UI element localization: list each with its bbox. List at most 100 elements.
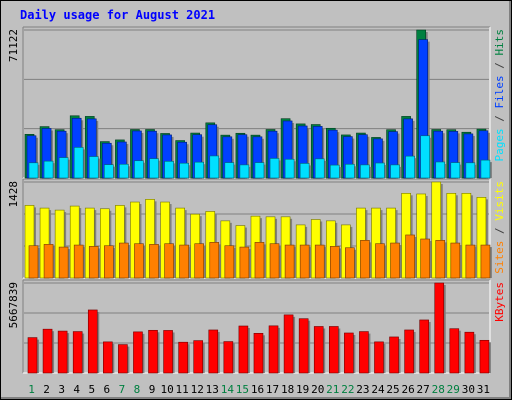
- x-tick-label: 19: [296, 383, 309, 396]
- bar-pages-day-21: [329, 164, 340, 179]
- legend-entry: Pages: [493, 128, 506, 161]
- legend-entry: Hits: [493, 29, 506, 56]
- x-tick-label: 12: [191, 383, 204, 396]
- bar-sites-day-30: [465, 244, 476, 279]
- bar-kbytes-day-11: [178, 341, 188, 374]
- bar-kbytes-day-4: [72, 331, 83, 374]
- series-kbytes: [27, 282, 491, 374]
- bar-sites-day-12: [194, 243, 205, 279]
- bar-sites-day-14: [224, 245, 235, 279]
- y-axis-max-label: 1428: [7, 181, 20, 208]
- bar-sites-day-28: [435, 240, 446, 279]
- x-tick-label: 29: [447, 383, 460, 396]
- bar-pages-day-12: [194, 161, 205, 179]
- bar-pages-day-5: [88, 156, 99, 179]
- bar-sites-day-8: [134, 243, 144, 279]
- x-tick-label: 7: [119, 383, 126, 396]
- bar-kbytes-day-1: [27, 337, 38, 374]
- bar-kbytes-day-25: [389, 336, 399, 374]
- bar-pages-day-13: [209, 155, 220, 179]
- panel-hits-files-pages: 71122 Pages / Files / Hits: [7, 26, 506, 179]
- bar-sites-day-29: [450, 242, 461, 279]
- y-axis-max-label: 71122: [7, 29, 20, 62]
- bar-kbytes-day-19: [298, 318, 309, 374]
- x-tick-label: 30: [462, 383, 475, 396]
- bar-pages-day-26: [405, 155, 415, 179]
- bar-sites-day-11: [179, 244, 189, 279]
- bar-pages-day-19: [299, 163, 310, 179]
- bar-sites-day-18: [284, 244, 295, 279]
- bar-pages-day-20: [314, 158, 325, 179]
- x-axis-labels: 1 2 3 4 5 6 7 8 9 10 11 12 13 14 15 16 17 18 19 20 21 22 23 24 2…: [28, 383, 490, 396]
- bar-kbytes-day-13: [208, 329, 219, 374]
- bar-pages-day-6: [104, 164, 114, 179]
- panel-legend: KBytes: [493, 282, 506, 322]
- bar-sites-day-13: [209, 242, 220, 279]
- x-tick-label: 24: [371, 383, 385, 396]
- bar-pages-day-27: [420, 135, 430, 179]
- bar-sites-day-19: [299, 244, 310, 279]
- bar-sites-day-26: [405, 234, 415, 279]
- bar-kbytes-day-31: [479, 339, 490, 374]
- bar-sites-day-10: [164, 243, 174, 279]
- x-tick-label: 2: [43, 383, 50, 396]
- bar-pages-day-10: [164, 161, 174, 179]
- bar-pages-day-1: [28, 162, 39, 179]
- x-tick-label: 31: [477, 383, 490, 396]
- bar-kbytes-day-2: [42, 328, 53, 374]
- bar-pages-day-15: [239, 164, 250, 179]
- bar-kbytes-day-17: [268, 325, 279, 374]
- x-tick-label: 28: [432, 383, 445, 396]
- bar-pages-day-14: [224, 162, 235, 179]
- bar-kbytes-day-14: [223, 341, 234, 374]
- bar-sites-day-20: [314, 244, 325, 279]
- bar-sites-day-23: [360, 240, 370, 279]
- x-tick-label: 25: [386, 383, 399, 396]
- panel-visits-sites: 1428 Sites / Visits: [7, 178, 506, 279]
- bar-sites-day-31: [480, 244, 491, 279]
- bar-kbytes-day-12: [193, 340, 204, 374]
- x-tick-label: 6: [104, 383, 111, 396]
- x-tick-label: 14: [221, 383, 235, 396]
- bar-pages-day-17: [269, 158, 280, 179]
- bar-kbytes-day-7: [118, 344, 128, 374]
- bar-pages-day-3: [58, 157, 69, 179]
- bar-pages-day-11: [179, 162, 189, 179]
- x-tick-label: 22: [341, 383, 354, 396]
- x-tick-label: 26: [401, 383, 414, 396]
- panel-legend: Pages / Files / Hits: [493, 29, 506, 162]
- bar-sites-day-2: [43, 244, 54, 279]
- x-tick-label: 20: [311, 383, 324, 396]
- bar-kbytes-day-29: [449, 328, 460, 374]
- bar-sites-day-22: [345, 247, 355, 279]
- bar-kbytes-day-21: [328, 326, 339, 374]
- bar-pages-day-28: [435, 161, 446, 179]
- bar-kbytes-day-10: [163, 330, 173, 374]
- bar-pages-day-24: [375, 162, 385, 179]
- bar-kbytes-day-23: [359, 331, 369, 374]
- bar-pages-day-30: [465, 162, 476, 179]
- bar-kbytes-day-15: [238, 325, 249, 374]
- legend-entry: /: [493, 56, 506, 76]
- bar-sites-day-1: [28, 245, 39, 279]
- bar-pages-day-22: [345, 163, 355, 179]
- x-tick-label: 3: [58, 383, 65, 396]
- chart-panels: 71122 Pages / Files / Hits 1428 Sites / Vis…: [7, 26, 506, 374]
- panel-legend: Sites / Visits: [493, 181, 506, 274]
- bar-kbytes-day-6: [103, 341, 113, 374]
- bar-pages-day-29: [450, 162, 461, 179]
- bar-kbytes-day-16: [253, 333, 264, 374]
- y-axis-max-label: 5667839: [7, 282, 20, 328]
- bar-kbytes-day-30: [464, 331, 475, 374]
- bar-pages-day-31: [480, 159, 491, 179]
- legend-entry: KBytes: [493, 282, 506, 322]
- x-tick-label: 8: [134, 383, 141, 396]
- bar-sites-day-27: [420, 238, 430, 279]
- bar-pages-day-18: [284, 158, 295, 179]
- bar-sites-day-24: [375, 243, 385, 279]
- bar-kbytes-day-20: [313, 326, 324, 374]
- x-tick-label: 13: [206, 383, 219, 396]
- legend-entry: Files: [493, 75, 506, 108]
- bar-pages-day-4: [73, 147, 84, 179]
